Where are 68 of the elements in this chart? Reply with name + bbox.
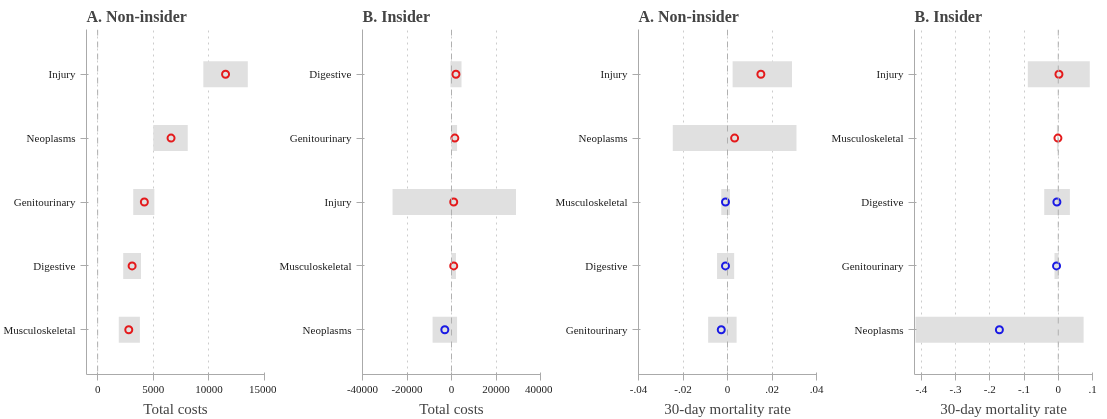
x-tick-label: 0 bbox=[448, 382, 455, 395]
x-tick-label: -.3 bbox=[949, 382, 963, 395]
x-tick-label: .1 bbox=[1088, 382, 1097, 395]
x-axis-title: Total costs bbox=[143, 400, 208, 417]
point bbox=[1053, 133, 1063, 143]
y-tick-label: Neoplasms bbox=[26, 132, 76, 145]
y-tick-label: Injury bbox=[876, 68, 904, 81]
point bbox=[221, 69, 231, 79]
x-tick-label: -.1 bbox=[1018, 382, 1030, 395]
point bbox=[716, 325, 726, 335]
y-tick-label: Musculoskeletal bbox=[3, 323, 76, 336]
x-tick-label: 15000 bbox=[249, 382, 277, 395]
chart-title: B. Insider bbox=[362, 7, 431, 25]
y-tick-label: Injury bbox=[600, 68, 628, 81]
point bbox=[451, 69, 461, 79]
chart-title: B. Insider bbox=[914, 7, 983, 25]
point bbox=[994, 325, 1004, 335]
x-tick-label: -20000 bbox=[391, 382, 424, 395]
point bbox=[730, 133, 740, 143]
x-tick-label: -.4 bbox=[915, 382, 928, 395]
x-tick-label: .04 bbox=[809, 382, 824, 395]
y-tick-label: Digestive bbox=[33, 259, 76, 272]
x-tick-label: .02 bbox=[765, 382, 779, 395]
chart-title: A. Non-insider bbox=[638, 7, 739, 25]
y-tick-label: Neoplasms bbox=[578, 132, 628, 145]
x-tick-label: 0 bbox=[724, 382, 731, 395]
y-tick-label: Injury bbox=[324, 196, 352, 208]
x-tick-label: -40000 bbox=[346, 382, 379, 395]
y-tick-label: Digestive bbox=[585, 259, 628, 272]
point bbox=[449, 197, 459, 207]
x-tick-label: 5000 bbox=[142, 382, 165, 395]
y-tick-label: Musculoskeletal bbox=[279, 259, 352, 272]
x-tick-label: 0 bbox=[1055, 382, 1062, 395]
point bbox=[721, 261, 730, 271]
x-tick-label: 40000 bbox=[525, 382, 553, 395]
x-axis-title: Total costs bbox=[419, 400, 484, 417]
point bbox=[1052, 197, 1062, 207]
y-tick-label: Injury bbox=[48, 68, 76, 81]
x-tick-label: -.04 bbox=[629, 382, 648, 395]
point bbox=[124, 325, 134, 335]
point bbox=[721, 197, 730, 207]
y-tick-label: Neoplasms bbox=[854, 323, 904, 336]
point bbox=[1054, 69, 1064, 79]
x-tick-label: -.02 bbox=[674, 382, 692, 395]
y-tick-label: Genitourinary bbox=[13, 196, 76, 208]
point bbox=[449, 261, 459, 271]
point bbox=[1052, 261, 1062, 271]
x-tick-label: 0 bbox=[94, 382, 101, 395]
x-axis-title: 30-day mortality rate bbox=[940, 400, 1068, 417]
y-tick-label: Neoplasms bbox=[302, 323, 352, 336]
y-tick-label: Digestive bbox=[309, 68, 352, 81]
y-tick-label: Genitourinary bbox=[289, 132, 352, 145]
chart-title: A. Non-insider bbox=[86, 7, 187, 25]
point bbox=[127, 261, 137, 271]
point bbox=[139, 197, 149, 207]
point bbox=[166, 133, 176, 143]
point bbox=[756, 69, 766, 79]
y-tick-label: Genitourinary bbox=[841, 259, 904, 272]
y-tick-label: Musculoskeletal bbox=[555, 196, 628, 208]
x-tick-label: -.2 bbox=[983, 382, 996, 395]
x-axis-title: 30-day mortality rate bbox=[664, 400, 792, 417]
point bbox=[450, 133, 460, 143]
x-tick-label: 20000 bbox=[482, 382, 511, 395]
y-tick-label: Genitourinary bbox=[565, 323, 628, 336]
y-tick-label: Digestive bbox=[861, 196, 904, 208]
point bbox=[440, 325, 450, 335]
x-tick-label: 10000 bbox=[195, 382, 224, 395]
y-tick-label: Musculoskeletal bbox=[831, 132, 904, 145]
